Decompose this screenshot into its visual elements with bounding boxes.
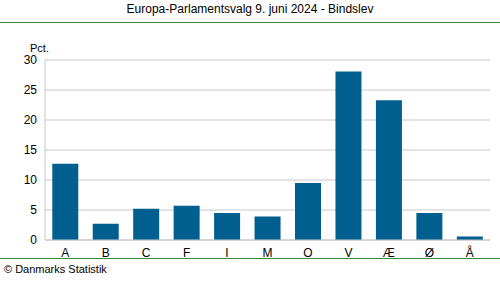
svg-text:O: O (303, 245, 313, 260)
svg-text:I: I (225, 245, 229, 260)
svg-text:Ø: Ø (424, 245, 434, 260)
svg-text:Æ: Æ (382, 245, 395, 260)
svg-text:A: A (61, 245, 70, 260)
svg-text:15: 15 (24, 143, 38, 157)
svg-text:25: 25 (24, 83, 38, 97)
svg-text:5: 5 (30, 203, 37, 217)
svg-text:M: M (262, 245, 273, 260)
svg-text:10: 10 (24, 173, 38, 187)
svg-text:30: 30 (24, 53, 38, 67)
html-text:Europa-Parlamentsvalg 9. juni: Europa-Parlamentsvalg 9. juni 2024 - Bin… (126, 2, 374, 16)
svg-text:Å: Å (465, 245, 474, 260)
svg-text:B: B (101, 245, 110, 260)
svg-text:V: V (344, 245, 353, 260)
svg-text:20: 20 (24, 113, 38, 127)
svg-text:F: F (182, 245, 191, 260)
html-text:© Danmarks Statistik: © Danmarks Statistik (4, 263, 107, 275)
html-text:Pct.: Pct. (30, 42, 49, 54)
svg-text:C: C (141, 245, 151, 260)
svg-text:0: 0 (30, 233, 37, 247)
